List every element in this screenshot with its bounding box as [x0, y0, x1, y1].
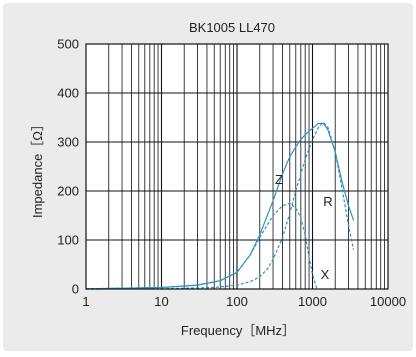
- y-tick-labels: 0 100 200 300 400 500: [57, 37, 79, 297]
- impedance-chart: BK1005 LL470 0 100 200 300 400 500 1 10 100 1000…: [30, 20, 406, 338]
- chart-title: BK1005 LL470: [189, 20, 275, 35]
- x-tick-label: 10000: [370, 294, 406, 309]
- x-tick-labels: 1 10 100 1000 10000: [82, 294, 406, 309]
- series-x-line: [85, 202, 318, 290]
- chart-card: BK1005 LL470 0 100 200 300 400 500 1 10 100 1000…: [3, 3, 413, 351]
- x-axis-label: Frequency［MHz］: [181, 323, 295, 338]
- y-tick-label: 300: [57, 135, 79, 150]
- curves: [85, 121, 355, 290]
- x-tick-label: 100: [226, 294, 248, 309]
- y-axis-label: Impedance［Ω］: [30, 118, 45, 218]
- y-tick-label: 200: [57, 184, 79, 199]
- y-tick-label: 400: [57, 86, 79, 101]
- x-tick-label: 1: [82, 294, 89, 309]
- y-tick-label: 500: [57, 37, 79, 52]
- plot-frame: [85, 43, 389, 290]
- series-r-line: [85, 121, 355, 290]
- x-tick-label: 10: [154, 294, 168, 309]
- y-tick-label: 100: [57, 233, 79, 248]
- series-label-r: R: [323, 194, 332, 209]
- x-tick-label: 1000: [298, 294, 327, 309]
- series-labels: Z R X: [275, 172, 333, 282]
- series-label-x: X: [321, 267, 330, 282]
- y-tick-label: 0: [72, 282, 79, 297]
- series-label-z: Z: [275, 172, 283, 187]
- grid: [86, 44, 388, 289]
